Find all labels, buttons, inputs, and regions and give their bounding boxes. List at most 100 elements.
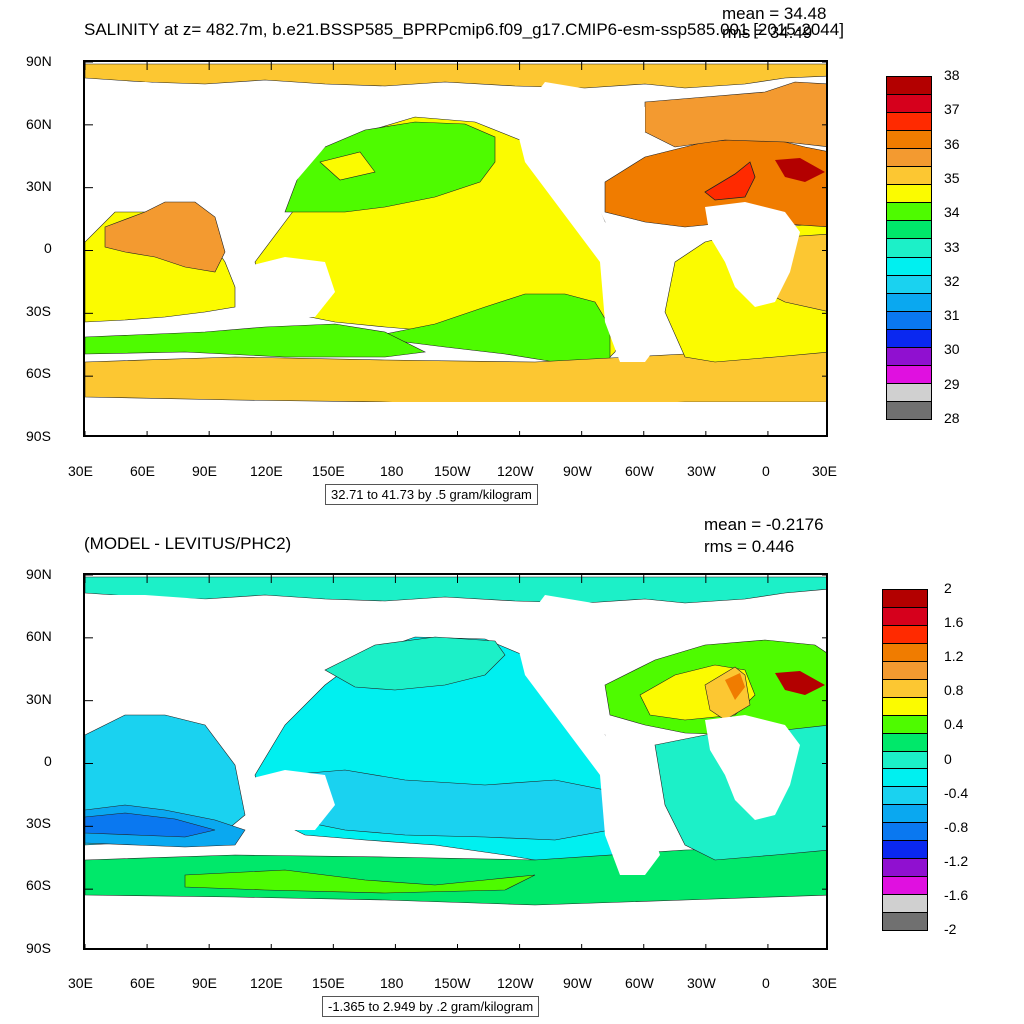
bottom-land-america [515, 595, 660, 875]
bottom-region-north-pacific [324, 636, 506, 691]
colorbar-swatch [886, 220, 932, 240]
bottom-xtick-0: 0 [762, 975, 770, 991]
colorbar-swatch [886, 256, 932, 276]
bottom-mean-label: mean = -0.2176 [704, 515, 824, 534]
colorbar-swatch [886, 364, 932, 384]
top-region-red-sea [775, 158, 825, 182]
colorbar-tick-label: 0 [944, 750, 952, 767]
colorbar-swatch [882, 894, 928, 914]
colorbar-swatch [886, 346, 932, 366]
colorbar-swatch [882, 714, 928, 734]
bottom-ytick-0: 0 [44, 753, 52, 769]
colorbar-swatch [886, 400, 932, 420]
colorbar-tick-label: 1.6 [944, 614, 964, 631]
colorbar-swatch [882, 732, 928, 752]
colorbar-swatch [886, 202, 932, 222]
bottom-difference-map [83, 573, 828, 950]
top-xtick-90w: 90W [563, 463, 592, 479]
colorbar-swatch [882, 750, 928, 770]
top-region-arctic [85, 63, 826, 89]
colorbar-swatch [882, 624, 928, 644]
colorbar-tick-label: 28 [944, 410, 960, 426]
colorbar-swatch [882, 606, 928, 626]
bottom-xtick-60w: 60W [625, 975, 654, 991]
bottom-xtick-150e: 150E [312, 975, 345, 991]
colorbar-tick-label: 31 [944, 307, 960, 324]
top-region-southern-band [85, 351, 826, 408]
colorbar-tick-label: -2 [944, 921, 957, 937]
colorbar-swatch [886, 148, 932, 168]
bottom-chart-title: (MODEL - LEVITUS/PHC2) [84, 534, 292, 553]
colorbar-tick-label: 38 [944, 67, 960, 83]
top-xtick-180: 180 [380, 463, 404, 479]
top-land-america [515, 82, 660, 362]
colorbar-tick-label: 34 [944, 204, 960, 221]
colorbar-tick-label: 30 [944, 341, 960, 358]
top-colorbar [886, 76, 932, 420]
top-land-asia [85, 82, 325, 222]
top-xtick-0: 0 [762, 463, 770, 479]
top-ytick-90n: 90N [26, 53, 52, 69]
top-xtick-60e: 60E [130, 463, 155, 479]
bottom-ytick-90s: 90S [26, 940, 51, 956]
top-xtick-90e: 90E [192, 463, 217, 479]
top-land-africa [705, 202, 800, 307]
top-xtick-30e: 30E [68, 463, 93, 479]
colorbar-swatch [886, 94, 932, 114]
bottom-xtick-30e: 30E [68, 975, 93, 991]
colorbar-tick-label: -0.8 [944, 818, 969, 835]
colorbar-swatch [886, 166, 932, 186]
bottom-xtick-150w: 150W [434, 975, 471, 991]
colorbar-tick-label: 1.2 [944, 648, 964, 665]
colorbar-swatch [882, 678, 928, 698]
colorbar-swatch [886, 112, 932, 132]
bottom-region-southern-band [184, 869, 536, 894]
bottom-xtick-90e: 90E [192, 975, 217, 991]
colorbar-tick-label: 0.8 [944, 682, 964, 699]
colorbar-swatch [882, 876, 928, 896]
top-xtick-30w: 30W [687, 463, 716, 479]
colorbar-tick-label: 35 [944, 169, 960, 186]
top-ytick-60s: 60S [26, 365, 51, 381]
colorbar-swatch [886, 292, 932, 312]
colorbar-tick-label: 2 [944, 580, 952, 596]
top-xtick-150w: 150W [434, 463, 471, 479]
bottom-rms-label: rms = 0.446 [704, 537, 795, 556]
bottom-land-asia [85, 595, 325, 735]
top-land-australia [245, 257, 335, 317]
bottom-land-africa [705, 715, 800, 820]
colorbar-swatch [882, 840, 928, 860]
bottom-xtick-60e: 60E [130, 975, 155, 991]
top-region-north-pacific-yellow [319, 151, 376, 181]
top-salinity-map [83, 60, 828, 437]
colorbar-tick-label: 33 [944, 238, 960, 255]
bottom-xtick-90w: 90W [563, 975, 592, 991]
bottom-xtick-30w: 30W [687, 975, 716, 991]
top-xtick-120w: 120W [497, 463, 534, 479]
bottom-land-australia [245, 770, 335, 830]
colorbar-swatch [882, 786, 928, 806]
top-rms-label: rms = 34.49 [722, 23, 813, 42]
bottom-region-south-indian-deep [85, 812, 216, 838]
colorbar-swatch [886, 310, 932, 330]
bottom-xtick-30e-end: 30E [812, 975, 837, 991]
top-xtick-30e-end: 30E [812, 463, 837, 479]
colorbar-swatch [882, 642, 928, 662]
colorbar-swatch [886, 274, 932, 294]
colorbar-swatch [886, 238, 932, 258]
colorbar-swatch [882, 804, 928, 824]
bottom-land-antarctica [85, 910, 826, 948]
colorbar-tick-label: 36 [944, 135, 960, 152]
top-chart-title: SALINITY at z= 482.7m, b.e21.BSSP585_BPR… [84, 20, 844, 39]
bottom-xtick-120w: 120W [497, 975, 534, 991]
top-ytick-0: 0 [44, 240, 52, 256]
top-xtick-150e: 150E [312, 463, 345, 479]
colorbar-tick-label: -0.4 [944, 784, 969, 801]
colorbar-swatch [886, 76, 932, 96]
colorbar-tick-label: 32 [944, 272, 960, 289]
bottom-region-med-core [725, 673, 745, 700]
colorbar-swatch [882, 589, 928, 608]
top-ytick-30n: 30N [26, 178, 52, 194]
top-region-indian-orange [104, 201, 226, 273]
colorbar-swatch [886, 130, 932, 150]
